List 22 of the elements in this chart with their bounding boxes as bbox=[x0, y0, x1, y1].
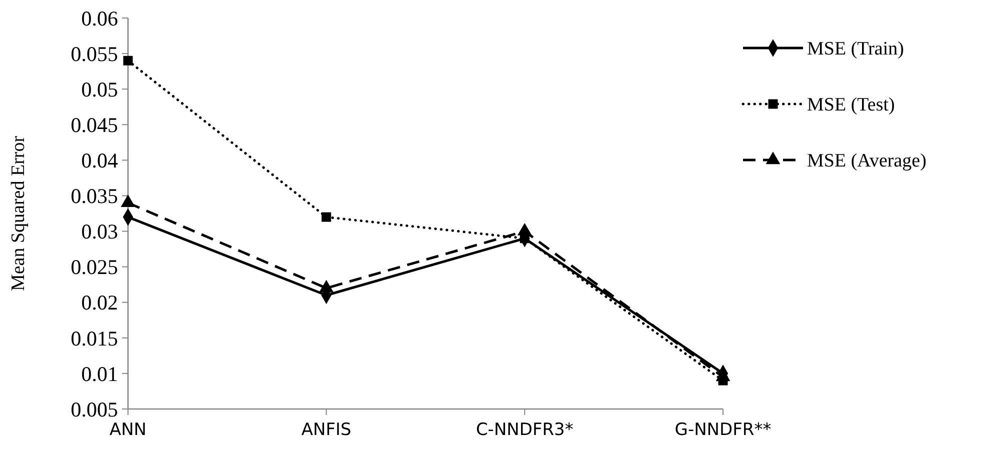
y-tick-label: 0.015 bbox=[70, 326, 118, 350]
legend-label: MSE (Test) bbox=[807, 94, 895, 116]
y-axis-title: Mean Squared Error bbox=[8, 135, 29, 292]
y-tick-label: 0.04 bbox=[81, 148, 118, 173]
x-tick-label: ANFIS bbox=[301, 420, 352, 440]
y-tick-label: 0.035 bbox=[70, 184, 118, 208]
y-tick-label: 0.06 bbox=[81, 6, 118, 30]
y-tick-label: 0.055 bbox=[70, 42, 118, 66]
y-tick-label: 0.01 bbox=[81, 362, 118, 386]
y-tick-label: 0.025 bbox=[70, 255, 118, 280]
legend-label: MSE (Train) bbox=[807, 38, 904, 60]
x-tick-label: C-NNDFR3* bbox=[476, 420, 574, 440]
x-tick-label: ANN bbox=[109, 420, 147, 440]
y-tick-label: 0.005 bbox=[70, 397, 118, 422]
point bbox=[123, 56, 133, 66]
y-tick-label: 0.03 bbox=[81, 220, 118, 244]
legend-label: MSE (Average) bbox=[807, 150, 926, 172]
y-tick-label: 0.05 bbox=[81, 77, 118, 102]
point bbox=[322, 212, 332, 222]
y-tick-label: 0.02 bbox=[81, 290, 118, 315]
y-tick-label: 0.045 bbox=[70, 112, 118, 137]
x-tick-label: G-NNDFR** bbox=[674, 420, 772, 440]
